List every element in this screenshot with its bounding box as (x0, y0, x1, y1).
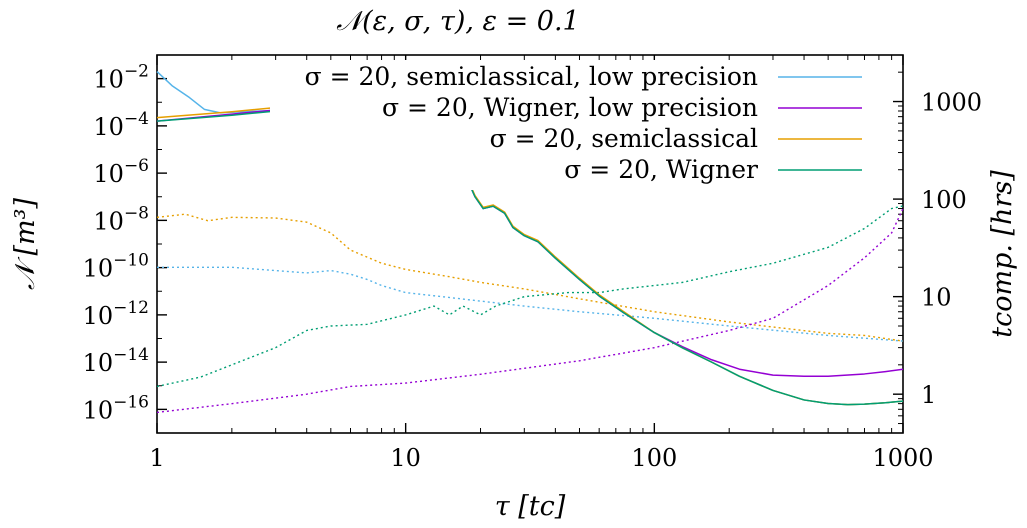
y-left-tick-label: 10−14 (83, 345, 149, 377)
y-left-tick-base: 10 (83, 255, 114, 283)
chart-title: 𝒩(ε, σ, τ), ε = 0.1 (336, 6, 580, 37)
y-left-tick-exponent: −14 (113, 345, 149, 365)
y-left-tick-base: 10 (93, 207, 124, 235)
ticks-layer: 1 10 100 100010−210−410−610−810−1010−1210−1… (83, 54, 982, 472)
x-tick-label: 100 (631, 444, 677, 472)
y-right-tick-label: 100 (921, 186, 967, 214)
y-left-tick-label: 10−2 (93, 62, 149, 94)
y-right-tick-label: 1 (921, 381, 936, 409)
y-left-tick-label: 10−6 (93, 156, 149, 188)
y-axis-label-left: 𝒩 [m³] (10, 198, 41, 290)
y-right-tick-label: 1000 (921, 89, 982, 117)
x-tick-label: 10 (390, 444, 421, 472)
y-left-tick-base: 10 (83, 349, 114, 377)
y-left-tick-label: 10−16 (83, 392, 149, 424)
x-tick-label: 1 (149, 444, 164, 472)
series-line-7 (156, 208, 904, 414)
series-line-5 (156, 213, 904, 342)
y-left-tick-label: 10−4 (93, 109, 149, 141)
legend-entry-label: σ = 20, semiclassical, low precision (305, 62, 758, 91)
y-left-tick-base: 10 (93, 160, 124, 188)
x-axis-label: τ [tc] (495, 491, 566, 522)
legend-entry-label: σ = 20, semiclassical (490, 124, 758, 153)
series-line-4 (157, 266, 904, 342)
y-left-tick-exponent: −16 (113, 392, 149, 412)
y-left-tick-exponent: −6 (124, 156, 149, 176)
series-line-6 (156, 205, 904, 388)
y-left-tick-label: 10−12 (83, 298, 149, 330)
y-left-tick-exponent: −12 (113, 298, 149, 318)
y-left-tick-label: 10−8 (93, 203, 149, 235)
y-left-tick-exponent: −10 (113, 251, 149, 271)
y-left-tick-base: 10 (93, 113, 124, 141)
legend-entry-label: σ = 20, Wigner, low precision (382, 93, 758, 122)
y-left-tick-exponent: −4 (124, 109, 149, 129)
y-left-tick-base: 10 (93, 66, 124, 94)
y-right-tick-label: 10 (921, 284, 952, 312)
legend-background (270, 60, 870, 190)
y-left-tick-base: 10 (83, 396, 114, 424)
y-axis-label-right: tcomp. [hrs] (987, 170, 1018, 338)
y-left-tick-exponent: −8 (124, 203, 149, 223)
y-left-tick-exponent: −2 (124, 62, 149, 82)
y-left-tick-base: 10 (83, 302, 114, 330)
y-left-tick-label: 10−10 (83, 251, 149, 283)
legend-entry-label: σ = 20, Wigner (564, 155, 758, 184)
x-tick-label: 1000 (872, 444, 933, 472)
